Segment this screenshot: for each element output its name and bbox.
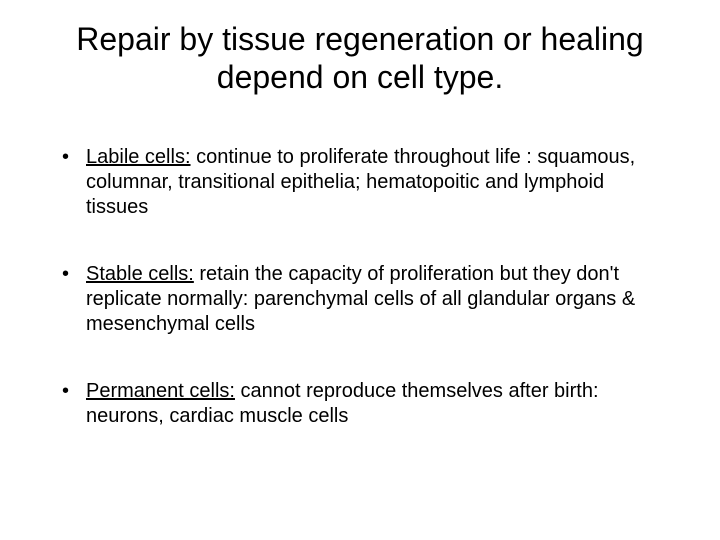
bullet-lead: Stable cells: [86,263,194,285]
slide-title: Repair by tissue regeneration or healing… [50,20,670,97]
list-item: Labile cells: continue to proliferate th… [58,145,670,220]
bullet-lead: Permanent cells: [86,380,235,402]
list-item: Stable cells: retain the capacity of pro… [58,262,670,337]
bullet-list: Labile cells: continue to proliferate th… [50,145,670,429]
list-item: Permanent cells: cannot reproduce themse… [58,379,670,429]
bullet-lead: Labile cells: [86,146,191,168]
